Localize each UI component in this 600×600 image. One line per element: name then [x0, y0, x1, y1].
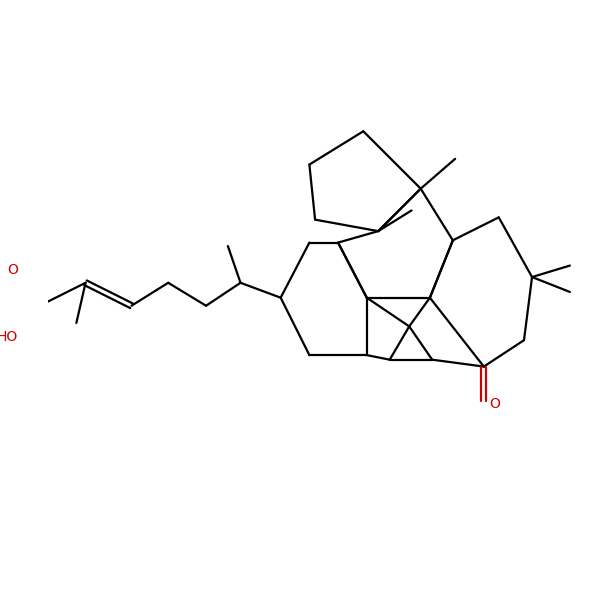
Text: HO: HO	[0, 330, 18, 344]
Text: O: O	[7, 263, 18, 277]
Text: O: O	[490, 397, 500, 411]
